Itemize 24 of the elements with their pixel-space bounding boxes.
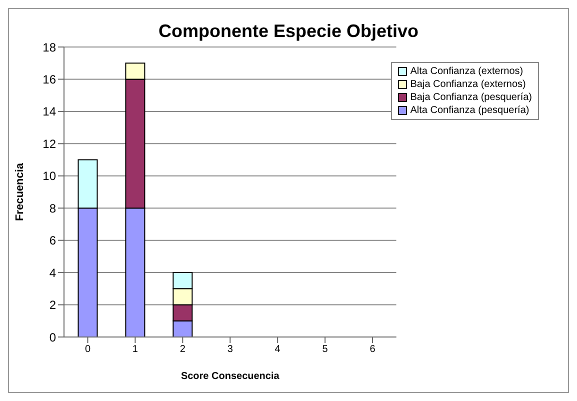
legend-label: Alta Confianza (pesquería) bbox=[410, 104, 530, 117]
x-tick-label: 2 bbox=[180, 344, 186, 356]
y-tick-label: 6 bbox=[49, 234, 56, 248]
y-tick-label: 0 bbox=[49, 330, 56, 344]
x-tick-label: 6 bbox=[370, 344, 376, 356]
chart-title: Componente Especie Objetivo bbox=[157, 21, 420, 42]
legend-label: Baja Confianza (externos) bbox=[410, 78, 526, 91]
y-tick-label: 16 bbox=[42, 72, 56, 86]
y-tick-label: 2 bbox=[49, 298, 56, 312]
x-tick-label: 4 bbox=[274, 344, 281, 356]
x-tick-label: 3 bbox=[227, 344, 234, 356]
y-tick-label: 10 bbox=[42, 169, 56, 184]
x-axis-title: Score Consecuencia bbox=[180, 371, 280, 382]
y-tick-label: 8 bbox=[49, 201, 56, 216]
x-tick-label: 1 bbox=[132, 344, 138, 356]
x-tick-label: 0 bbox=[84, 344, 91, 356]
y-tick-label: 4 bbox=[49, 266, 56, 280]
y-axis-title: Frecuencia bbox=[14, 162, 26, 222]
legend-label: Baja Confianza (pesquería) bbox=[410, 91, 532, 104]
y-tick-label: 14 bbox=[42, 104, 56, 119]
y-tick-label: 18 bbox=[42, 40, 56, 54]
x-tick-label: 5 bbox=[322, 344, 328, 356]
y-tick-label: 12 bbox=[42, 136, 56, 151]
legend-label: Alta Confianza (externos) bbox=[410, 65, 524, 78]
